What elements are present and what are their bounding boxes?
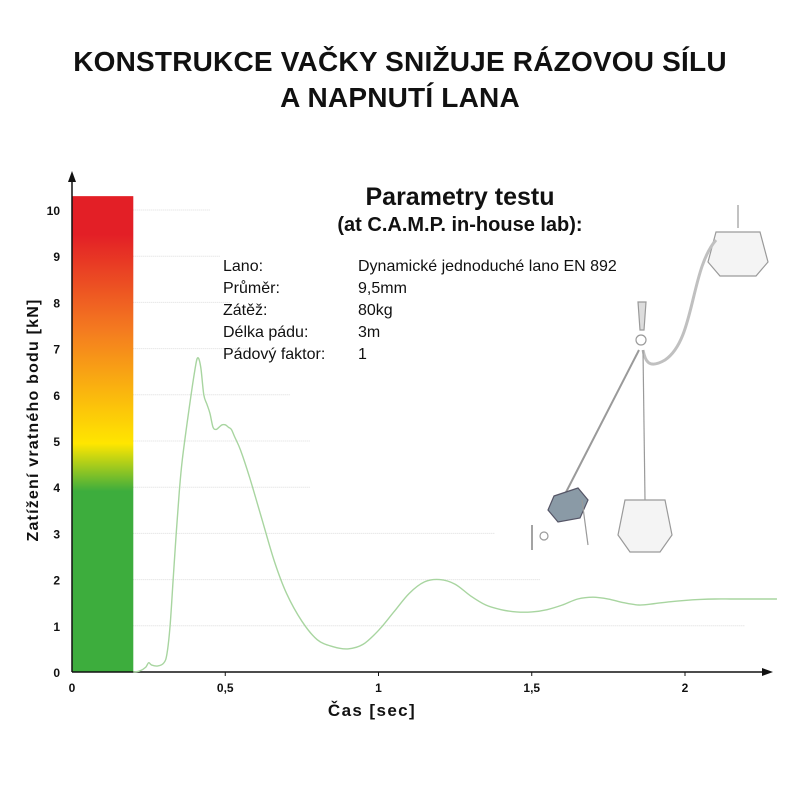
param-key: Lano: <box>223 258 264 275</box>
x-tick-label: 2 <box>682 681 689 695</box>
param-row-rope: Lano: Dynamické jednoduché lano EN 892 <box>223 256 617 278</box>
quickdraw <box>637 301 647 331</box>
y-axis-label: Zatížení vratného bodu [kN] <box>25 298 42 541</box>
pole <box>642 349 646 501</box>
param-row-diameter: Průměr: 9,5mm <box>223 278 617 300</box>
param-row-load: Zátěž: 80kg <box>223 300 617 322</box>
x-tick-label: 0 <box>69 681 76 695</box>
x-tick-label: 1,5 <box>523 681 540 695</box>
y-tick-label: 7 <box>53 343 60 357</box>
x-tick-label: 1 <box>375 681 382 695</box>
rope-loop <box>641 239 718 366</box>
x-axis-label: Čas [sec] <box>328 701 416 720</box>
y-tick-label: 6 <box>53 389 60 403</box>
param-value: Dynamické jednoduché lano EN 892 <box>358 258 617 275</box>
chart-title-line-1: KONSTRUKCE VAČKY SNIŽUJE RÁZOVOU SÍLU <box>73 46 727 77</box>
param-row-fall-factor: Pádový faktor: 1 <box>223 344 617 366</box>
anchor-bolt <box>539 531 549 541</box>
y-tick-label: 0 <box>53 666 60 680</box>
test-parameters-subtitle: (at C.A.M.P. in-house lab): <box>337 214 583 236</box>
y-tick-label: 10 <box>47 204 61 218</box>
y-tick-label: 5 <box>53 435 60 449</box>
param-value: 80kg <box>358 302 393 319</box>
chart-title: KONSTRUKCE VAČKY SNIŽUJE RÁZOVOU SÍLU A … <box>0 44 800 116</box>
brake-rope <box>581 499 589 546</box>
diagonal-rope <box>561 349 640 501</box>
top-weight <box>707 231 769 277</box>
quickdraw-ring <box>635 334 647 346</box>
belay-device <box>547 487 589 523</box>
bottom-weight <box>617 499 673 553</box>
param-row-fall-length: Délka pádu: 3m <box>223 322 617 344</box>
y-axis-arrow <box>68 171 76 182</box>
y-tick-label: 2 <box>53 574 60 588</box>
y-tick-label: 4 <box>53 481 60 495</box>
x-tick-label: 0,5 <box>217 681 234 695</box>
y-tick-label: 9 <box>53 250 60 264</box>
y-tick-label: 3 <box>53 527 60 541</box>
test-parameters-table: Lano: Dynamické jednoduché lano EN 892 P… <box>223 256 617 366</box>
test-rig-illustration <box>531 205 769 553</box>
test-parameters-heading: Parametry testu (at C.A.M.P. in-house la… <box>300 182 620 238</box>
param-key: Pádový faktor: <box>223 346 326 363</box>
test-parameters-title: Parametry testu <box>365 183 555 211</box>
param-key: Zátěž: <box>223 302 268 319</box>
param-value: 1 <box>358 346 367 363</box>
chart-title-line-2: A NAPNUTÍ LANA <box>280 82 520 113</box>
load-curve-line <box>133 357 777 673</box>
load-color-scale-bar <box>72 196 134 672</box>
param-value: 9,5mm <box>358 280 407 297</box>
param-key: Délka pádu: <box>223 324 309 341</box>
param-value: 3m <box>358 324 381 341</box>
y-tick-label: 8 <box>53 296 60 310</box>
x-axis-arrow <box>762 668 773 676</box>
y-tick-label: 1 <box>53 620 60 634</box>
param-key: Průměr: <box>223 280 280 297</box>
